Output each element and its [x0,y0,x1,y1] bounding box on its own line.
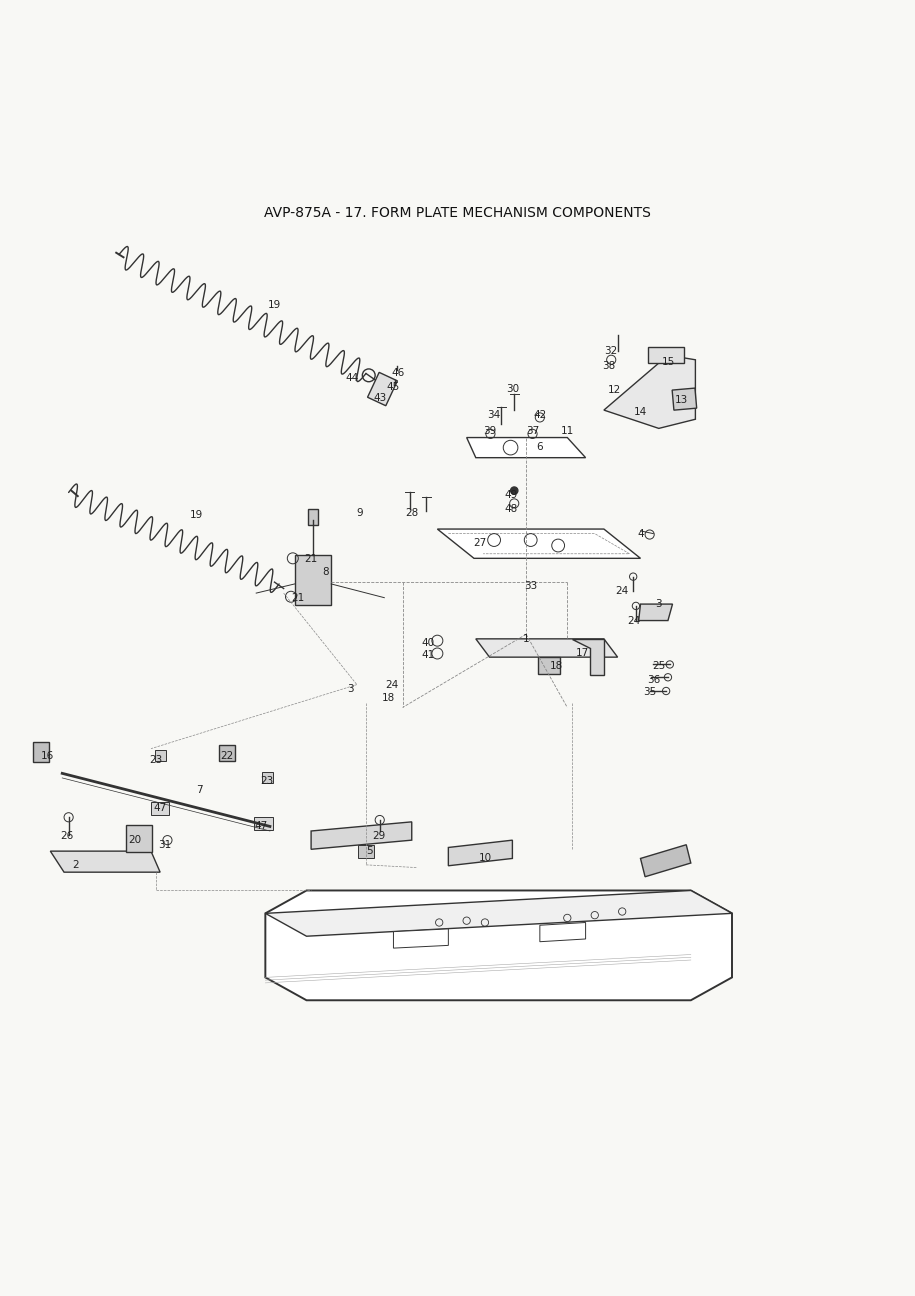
Polygon shape [254,818,273,829]
Text: 3: 3 [347,684,354,695]
Text: 11: 11 [561,426,574,437]
Text: 32: 32 [605,346,618,355]
Text: 2: 2 [72,859,80,870]
Text: 46: 46 [392,368,404,378]
Text: 30: 30 [506,384,519,394]
Polygon shape [540,923,586,942]
Polygon shape [640,845,691,877]
Text: 6: 6 [536,442,544,452]
Text: 23: 23 [149,754,162,765]
Circle shape [511,487,518,494]
Text: 18: 18 [550,661,563,671]
Text: 22: 22 [221,750,233,761]
Polygon shape [308,509,318,525]
Text: 16: 16 [41,750,54,761]
Text: 8: 8 [322,568,329,577]
Polygon shape [151,802,169,814]
Text: 24: 24 [628,616,640,626]
Text: 45: 45 [387,382,400,393]
Text: 19: 19 [268,299,281,310]
Text: AVP-875A - 17. FORM PLATE MECHANISM COMPONENTS: AVP-875A - 17. FORM PLATE MECHANISM COMP… [264,206,651,220]
Text: 42: 42 [533,410,546,420]
Text: 23: 23 [261,776,274,785]
Polygon shape [673,388,696,410]
Text: 7: 7 [196,785,203,794]
Text: 39: 39 [483,426,496,437]
Text: 43: 43 [373,393,386,403]
Text: 1: 1 [522,634,530,644]
Text: 38: 38 [602,362,615,371]
Text: 21: 21 [305,555,318,564]
Polygon shape [265,890,732,936]
Text: 28: 28 [405,508,418,517]
Polygon shape [265,890,732,1001]
Polygon shape [33,743,49,762]
Polygon shape [368,372,397,406]
Text: 35: 35 [643,687,656,697]
Polygon shape [572,639,604,675]
Text: 36: 36 [648,675,661,686]
Text: 29: 29 [372,831,385,841]
Text: 4: 4 [637,529,644,539]
Text: 26: 26 [60,831,73,841]
Text: 21: 21 [291,592,304,603]
Text: 33: 33 [524,581,537,591]
Text: 25: 25 [652,661,665,671]
Polygon shape [476,639,618,657]
Polygon shape [262,772,273,783]
Text: 9: 9 [356,508,363,517]
Polygon shape [604,355,695,429]
Text: 24: 24 [616,586,629,596]
Text: 15: 15 [662,356,674,367]
Polygon shape [639,604,673,621]
Text: 41: 41 [422,651,435,661]
Text: 19: 19 [190,511,203,520]
Text: 47: 47 [254,822,267,832]
Polygon shape [538,657,560,674]
Polygon shape [648,347,684,363]
Text: 18: 18 [382,693,395,704]
Polygon shape [126,824,152,851]
Polygon shape [311,822,412,849]
Polygon shape [295,555,331,605]
Text: 5: 5 [366,846,373,857]
Text: 17: 17 [576,648,589,657]
Polygon shape [358,845,374,858]
Polygon shape [467,438,586,457]
Text: 48: 48 [504,504,517,515]
Text: 44: 44 [346,373,359,384]
Text: 20: 20 [128,835,141,845]
Polygon shape [155,750,166,762]
Polygon shape [219,745,235,762]
Text: 27: 27 [474,538,487,548]
Text: 40: 40 [422,639,435,648]
Text: 47: 47 [154,804,167,813]
Text: 10: 10 [479,854,491,863]
Text: 14: 14 [634,407,647,417]
Text: 13: 13 [675,395,688,406]
Polygon shape [393,929,448,949]
Text: 24: 24 [385,679,398,689]
Text: 31: 31 [158,840,171,850]
Polygon shape [448,840,512,866]
Text: 34: 34 [488,410,501,420]
Text: 37: 37 [526,426,539,437]
Text: 49: 49 [504,490,517,500]
Text: 12: 12 [608,385,621,395]
Polygon shape [50,851,160,872]
Text: 3: 3 [655,599,662,609]
Polygon shape [437,529,640,559]
